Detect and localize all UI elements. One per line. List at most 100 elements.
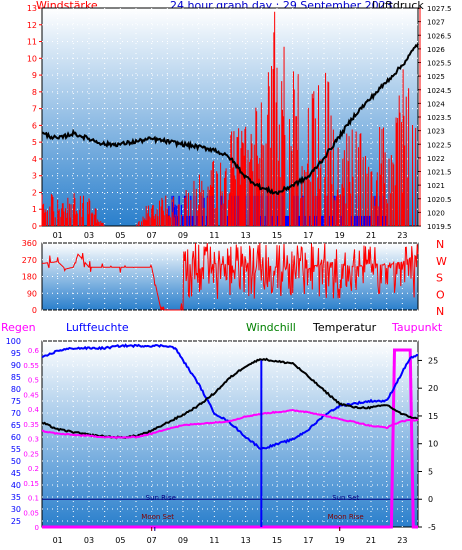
- compass-label: W: [436, 255, 447, 268]
- rain-tick-label: 0.1: [28, 495, 39, 503]
- compass-label: S: [436, 272, 443, 285]
- x-tick-label: 13: [241, 231, 251, 240]
- y-right-tick-label: 1025.5: [427, 60, 452, 68]
- page-title: 24 hour graph day : 29 September 2023: [170, 0, 393, 12]
- humidity-line: [41, 343, 419, 451]
- rain-tick-label: 0.3: [28, 436, 39, 444]
- y-right-tick-label: 1025: [427, 73, 445, 81]
- temperatur-label: Temperatur: [313, 321, 377, 334]
- humidity-tick-label: 60: [11, 433, 21, 442]
- temp-tick-label: 10: [428, 440, 438, 449]
- humidity-tick-label: 45: [11, 469, 21, 478]
- x-tick-label: 23: [397, 536, 407, 545]
- y-left-tick-label: 7: [32, 105, 37, 114]
- y-left-tick-label: 12: [27, 21, 37, 30]
- y-right-tick-label: 1024.5: [427, 87, 452, 95]
- event-label: Moon Rise: [328, 513, 364, 521]
- windstaerke-label: Windstärke: [36, 0, 98, 12]
- x-tick-label: 05: [115, 536, 125, 545]
- x-tick-label: 21: [366, 536, 376, 545]
- y-right-tick-label: 1027.5: [427, 5, 452, 13]
- humidity-tick-label: 90: [11, 361, 21, 370]
- x-tick-label: 07: [147, 231, 157, 240]
- x-tick-label: 05: [115, 231, 125, 240]
- humidity-tick-label: 25: [11, 517, 21, 526]
- x-tick-label: 15: [272, 536, 282, 545]
- y-left-tick-label: 5: [32, 138, 37, 147]
- y-left-tick-label: 4: [32, 155, 37, 164]
- y-left-tick-label: 6: [32, 121, 37, 130]
- x-tick-label: 19: [335, 231, 345, 240]
- x-tick-label: 17: [303, 231, 313, 240]
- y-right-tick-label: 1027: [427, 19, 445, 27]
- luftdruck-label: Luftdruck: [372, 0, 424, 12]
- rain-tick-label: 0.45: [23, 391, 39, 399]
- y-right-tick-label: 1024: [427, 100, 445, 108]
- humidity-tick-label: 55: [11, 445, 21, 454]
- humidity-tick-label: 35: [11, 493, 21, 502]
- luftfeuchte-label: Luftfeuchte: [66, 321, 129, 334]
- temp-tick-label: 0: [428, 495, 433, 504]
- x-tick-label: 11: [209, 231, 219, 240]
- rain-tick-label: 0.6: [28, 347, 40, 355]
- rain-tick-label: 0: [35, 524, 39, 532]
- taupunkt-label: Taupunkt: [392, 321, 443, 334]
- temp-tick-label: 15: [428, 412, 438, 421]
- dir-tick-label: 0: [32, 306, 37, 315]
- y-right-tick-label: 1023.5: [427, 114, 452, 122]
- humidity-tick-label: 85: [11, 373, 21, 382]
- event-label: Sun Set: [332, 494, 359, 502]
- y-right-tick-label: 1021.5: [427, 169, 452, 177]
- y-left-tick-label: 3: [32, 172, 37, 181]
- y-right-tick-label: 1023: [427, 128, 445, 136]
- rain-tick-label: 0.55: [23, 362, 39, 370]
- y-left-tick-label: 10: [27, 54, 37, 63]
- y-left-tick-label: 13: [27, 4, 37, 13]
- dir-tick-label: 180: [22, 273, 37, 282]
- x-tick-label: 09: [178, 536, 188, 545]
- y-right-tick-label: 1020: [427, 209, 445, 217]
- y-left-tick-label: 0: [32, 222, 37, 231]
- humidity-tick-label: 70: [11, 409, 21, 418]
- windchill-label: Windchill: [246, 321, 296, 334]
- humidity-tick-label: 50: [11, 457, 21, 466]
- y-right-tick-label: 1026.5: [427, 32, 452, 40]
- rain-tick-label: 0.5: [28, 377, 39, 385]
- x-tick-label: 01: [53, 536, 63, 545]
- compass-label: N: [436, 305, 444, 318]
- event-label: Moon Set: [141, 513, 174, 521]
- x-tick-label: 03: [84, 536, 94, 545]
- pressure-line: [41, 43, 419, 196]
- regen-label: Regen: [1, 321, 36, 334]
- dir-tick-label: 360: [22, 239, 37, 248]
- y-left-tick-label: 9: [32, 71, 37, 80]
- y-right-tick-label: 1022: [427, 155, 445, 163]
- y-right-tick-label: 1026: [427, 46, 445, 54]
- y-right-tick-label: 1019.5: [427, 223, 452, 231]
- x-tick-label: 23: [397, 231, 407, 240]
- rain-tick-label: 0.4: [28, 406, 40, 414]
- wind-direction-line: [41, 243, 419, 311]
- compass-label: N: [436, 238, 444, 251]
- event-label: Sun Rise: [146, 494, 176, 502]
- y-right-tick-label: 1022.5: [427, 141, 452, 149]
- y-left-tick-label: 8: [32, 88, 37, 97]
- rain-tick-label: 0.2: [28, 465, 39, 473]
- y-left-tick-label: 2: [32, 188, 37, 197]
- x-tick-label: 11: [209, 536, 219, 545]
- rain-tick-label: 0.15: [23, 480, 39, 488]
- rain-tick-label: 0.05: [23, 509, 39, 517]
- x-tick-label: 09: [178, 231, 188, 240]
- rain-line: [42, 348, 418, 529]
- humidity-tick-label: 30: [11, 505, 21, 514]
- rain-tick-label: 0.35: [23, 421, 39, 429]
- y-left-tick-label: 11: [27, 38, 37, 47]
- temp-tick-label: 20: [428, 384, 438, 393]
- rain-tick-label: 0.25: [23, 450, 39, 458]
- y-left-tick-label: 1: [32, 205, 37, 214]
- x-tick-label: 03: [84, 231, 94, 240]
- dir-tick-label: 270: [22, 256, 37, 265]
- x-tick-label: 19: [335, 536, 345, 545]
